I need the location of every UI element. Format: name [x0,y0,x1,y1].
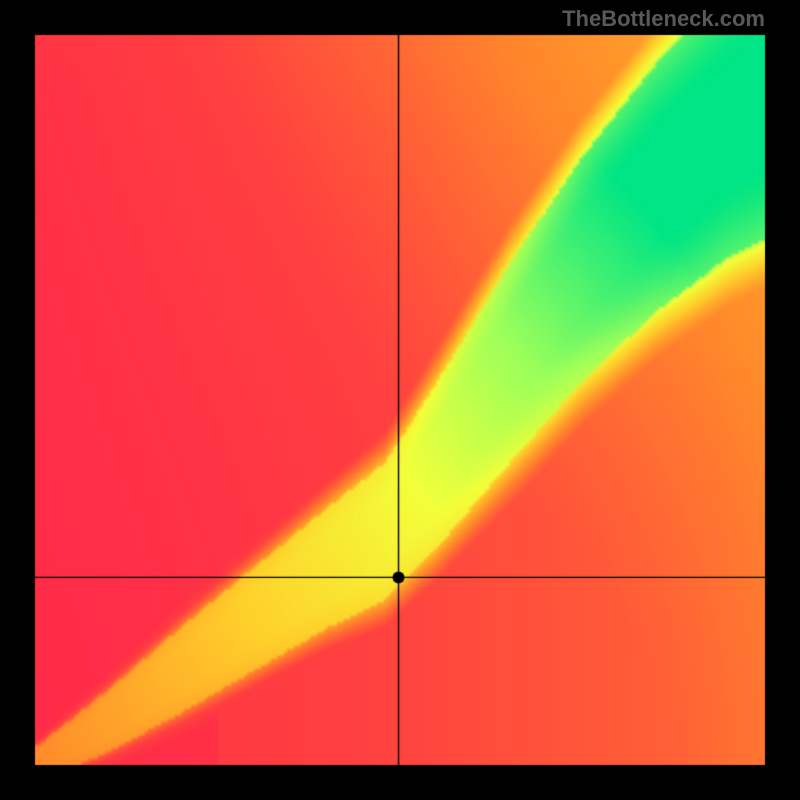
attribution-text: TheBottleneck.com [562,6,765,32]
heatmap-canvas [0,0,800,800]
chart-container: TheBottleneck.com { "attribution": { "te… [0,0,800,800]
